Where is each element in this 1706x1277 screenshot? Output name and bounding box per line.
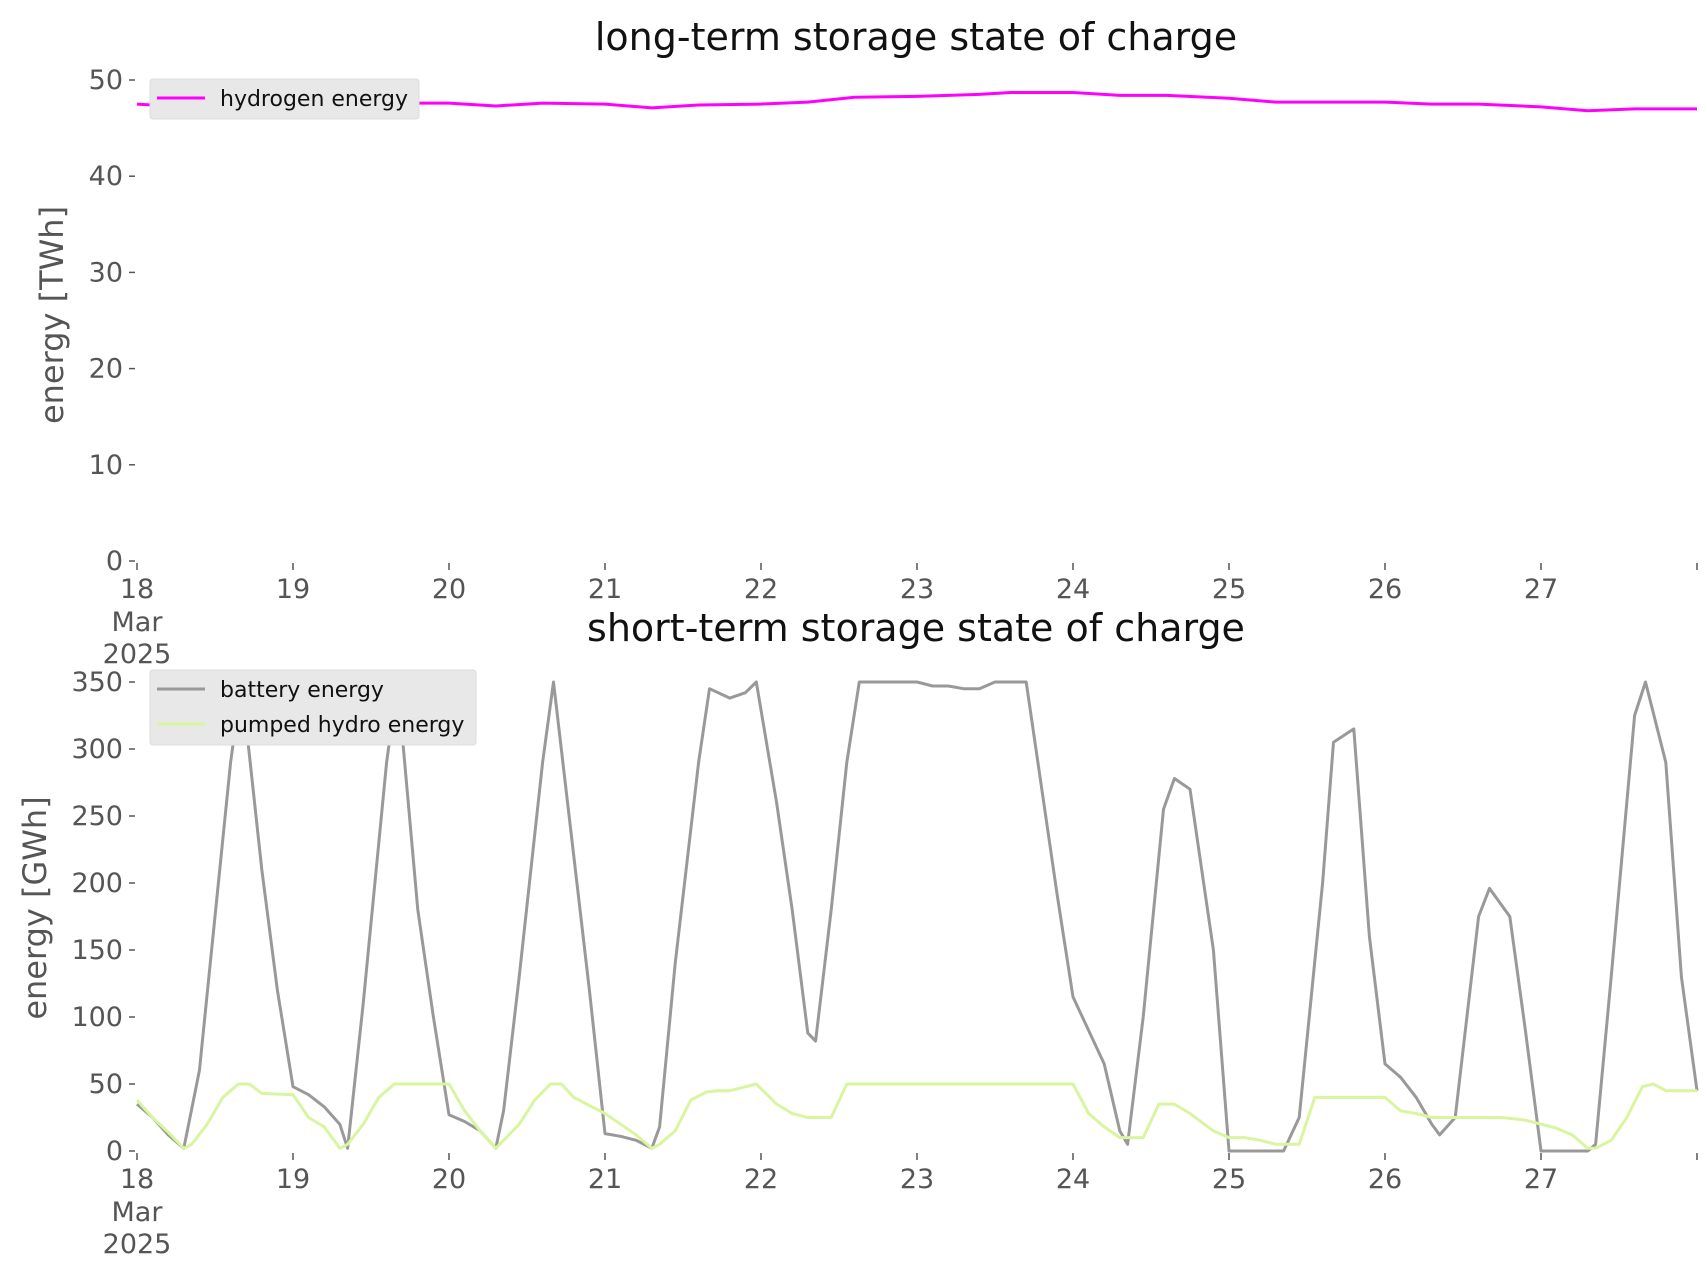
long-term-y-tick-label: 40 — [89, 161, 123, 192]
short-term-x-tick-sublabel: 2025 — [103, 1229, 172, 1260]
short-term-y-tick-label: 250 — [71, 801, 123, 832]
long-term-x-tick-label: 24 — [1056, 574, 1090, 605]
short-term-x-tick-label: 24 — [1056, 1164, 1090, 1195]
long-term-chart-title: long-term storage state of charge — [595, 15, 1237, 59]
short-term-y-tick-label: 0 — [106, 1136, 123, 1167]
short-term-x-tick-label: 19 — [276, 1164, 310, 1195]
short-term-y-tick-label: 300 — [71, 734, 123, 765]
short-term-series-line-0 — [136, 680, 1699, 1153]
short-term-x-tick-label: 27 — [1524, 1164, 1558, 1195]
long-term-y-tick-label: 10 — [89, 450, 123, 481]
short-term-y-tick-label: 100 — [71, 1002, 123, 1033]
long-term-x-tick-label: 18 — [120, 574, 154, 605]
long-term-y-tick-label: 20 — [89, 354, 123, 385]
long-term-x-tick-label: 27 — [1524, 574, 1558, 605]
short-term-x-tick-label: 22 — [744, 1164, 778, 1195]
short-term-x-tick-label: 26 — [1368, 1164, 1402, 1195]
long-term-x-tick-label: 21 — [588, 574, 622, 605]
long-term-x-tick-sublabel: Mar — [112, 607, 164, 638]
short-term-legend: battery energy pumped hydro energy — [149, 669, 477, 746]
legend-label-hydrogen: hydrogen energy — [220, 87, 408, 112]
long-term-x-tick-label: 19 — [276, 574, 310, 605]
long-term-x-tick-sublabel: 2025 — [103, 639, 172, 670]
short-term-x-tick-sublabel: Mar — [112, 1197, 164, 1228]
long-term-x-tick-label: 20 — [432, 574, 466, 605]
short-term-series-line-1 — [135, 1082, 1697, 1150]
short-term-y-tick-label: 200 — [71, 868, 123, 899]
short-term-series — [135, 680, 1699, 1153]
long-term-x-tick-label: 22 — [744, 574, 778, 605]
short-term-x-tick-label: 20 — [432, 1164, 466, 1195]
legend-box — [149, 78, 420, 120]
short-term-y-tick-label: 350 — [71, 667, 123, 698]
legend-label-pumped-hydro: pumped hydro energy — [220, 713, 464, 738]
short-term-x-tick-label: 25 — [1212, 1164, 1246, 1195]
legend-box — [149, 669, 477, 746]
long-term-y-axis-label: energy [TWh] — [33, 206, 71, 424]
long-term-y-tick-label: 30 — [89, 257, 123, 288]
long-term-chart: long-term storage state of charge energy… — [33, 15, 1698, 670]
short-term-chart-title: short-term storage state of charge — [587, 606, 1245, 650]
long-term-x-tick-label: 23 — [900, 574, 934, 605]
short-term-chart: short-term storage state of charge energ… — [16, 606, 1699, 1260]
short-term-y-tick-label: 150 — [71, 935, 123, 966]
long-term-x-tick-label: 25 — [1212, 574, 1246, 605]
short-term-y-axis-label: energy [GWh] — [16, 796, 54, 1019]
long-term-legend: hydrogen energy — [149, 78, 420, 120]
long-term-series — [136, 91, 1697, 113]
short-term-y-tick-label: 50 — [89, 1069, 123, 1100]
long-term-y-tick-label: 50 — [89, 65, 123, 96]
long-term-y-tick-label: 0 — [106, 546, 123, 577]
long-term-x-tick-label: 26 — [1368, 574, 1402, 605]
short-term-x-tick-label: 18 — [120, 1164, 154, 1195]
long-term-series-line-0 — [136, 91, 1697, 113]
short-term-x-tick-label: 21 — [588, 1164, 622, 1195]
short-term-x-tick-label: 23 — [900, 1164, 934, 1195]
legend-label-battery: battery energy — [220, 678, 384, 703]
